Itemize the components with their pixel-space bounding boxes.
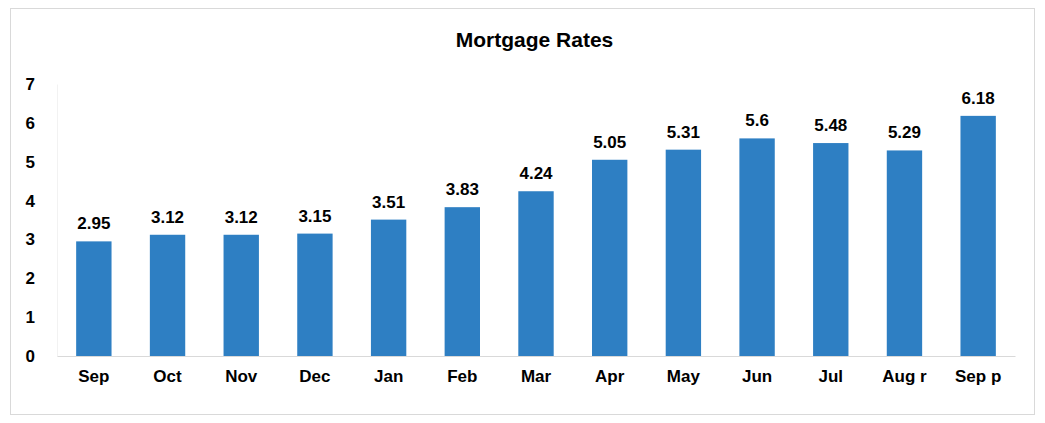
y-tick: 0 bbox=[26, 347, 57, 366]
x-tick-label: Feb bbox=[447, 367, 477, 386]
x-axis-line bbox=[58, 356, 1016, 357]
x-axis: Sep Oct Nov Dec Jan Feb Mar Apr May Jun Jul Aug r Se… bbox=[58, 356, 1016, 386]
data-label: 4.24 bbox=[519, 164, 553, 183]
x-tick: Dec bbox=[299, 356, 330, 386]
y-tick-label: 7 bbox=[26, 75, 35, 94]
x-tick: Oct bbox=[153, 356, 182, 386]
y-tick-label: 1 bbox=[26, 308, 35, 327]
y-tick-label: 5 bbox=[26, 153, 35, 172]
x-tick: Jan bbox=[374, 356, 403, 386]
y-tick-label: 3 bbox=[26, 230, 35, 249]
bar bbox=[592, 160, 627, 356]
x-tick: Aug r bbox=[882, 356, 927, 386]
y-tick: 1 bbox=[26, 308, 57, 327]
x-tick: Nov bbox=[225, 356, 258, 386]
y-axis-line bbox=[57, 85, 58, 357]
bar bbox=[739, 138, 774, 356]
bar bbox=[813, 143, 848, 356]
x-tick: Feb bbox=[447, 356, 477, 386]
y-tick: 6 bbox=[26, 114, 57, 133]
y-tick: 5 bbox=[26, 153, 57, 172]
y-tick-label: 4 bbox=[26, 192, 36, 211]
y-tick: 3 bbox=[26, 230, 57, 249]
data-label: 3.51 bbox=[372, 193, 405, 212]
y-tick-label: 6 bbox=[26, 114, 35, 133]
bar bbox=[150, 235, 185, 356]
x-tick: May bbox=[667, 356, 701, 386]
bar bbox=[960, 116, 995, 356]
chart-title: Mortgage Rates bbox=[456, 28, 614, 51]
x-tick-label: Sep p bbox=[955, 367, 1001, 386]
x-tick-label: May bbox=[667, 367, 701, 386]
bar bbox=[76, 241, 111, 356]
bars bbox=[76, 116, 996, 356]
x-tick-label: Jan bbox=[374, 367, 403, 386]
data-label: 3.83 bbox=[446, 180, 479, 199]
x-tick-label: Nov bbox=[225, 367, 258, 386]
bar bbox=[297, 234, 332, 356]
data-label: 3.12 bbox=[151, 208, 184, 227]
y-tick-label: 0 bbox=[26, 347, 35, 366]
x-tick-label: Mar bbox=[521, 367, 552, 386]
x-tick: Sep bbox=[78, 356, 109, 386]
bar bbox=[371, 220, 406, 356]
x-tick-label: Sep bbox=[78, 367, 109, 386]
bar bbox=[224, 235, 259, 356]
y-axis: 0 1 2 3 4 5 6 7 bbox=[26, 75, 58, 366]
data-label: 5.31 bbox=[667, 123, 700, 142]
y-tick-label: 2 bbox=[26, 269, 35, 288]
x-tick-label: Oct bbox=[153, 367, 182, 386]
x-tick-label: Dec bbox=[299, 367, 330, 386]
bar bbox=[518, 191, 553, 356]
x-tick-label: Aug r bbox=[882, 367, 927, 386]
data-label: 5.05 bbox=[593, 133, 626, 152]
x-tick: Sep p bbox=[955, 356, 1001, 386]
x-tick-label: Apr bbox=[595, 367, 625, 386]
data-label: 5.48 bbox=[814, 116, 847, 135]
data-label: 2.95 bbox=[77, 214, 110, 233]
y-tick: 7 bbox=[26, 75, 57, 94]
x-tick: Mar bbox=[521, 356, 552, 386]
bar bbox=[445, 207, 480, 356]
y-tick: 4 bbox=[26, 192, 57, 211]
data-labels: 2.95 3.12 3.12 3.15 3.51 3.83 4.24 5.05 5.31 5.6 5… bbox=[77, 89, 994, 234]
data-label: 6.18 bbox=[962, 89, 995, 108]
x-tick: Apr bbox=[595, 356, 625, 386]
plot: 0 1 2 3 4 5 6 7 Sep Oct Nov Dec Jan Feb Mar Apr May Jun Ju… bbox=[26, 75, 1016, 386]
x-tick: Jul bbox=[818, 356, 843, 386]
bar bbox=[666, 150, 701, 356]
data-label: 3.12 bbox=[225, 208, 258, 227]
bar bbox=[887, 150, 922, 356]
chart: Mortgage Rates 0 1 2 3 4 5 6 7 Sep Oct Nov Dec Jan Feb… bbox=[0, 0, 1045, 423]
data-label: 3.15 bbox=[298, 207, 331, 226]
x-tick: Jun bbox=[742, 356, 772, 386]
x-tick-label: Jun bbox=[742, 367, 772, 386]
chart-frame bbox=[11, 9, 1035, 415]
x-tick-label: Jul bbox=[818, 367, 843, 386]
y-tick: 2 bbox=[26, 269, 57, 288]
data-label: 5.29 bbox=[888, 123, 921, 142]
data-label: 5.6 bbox=[745, 111, 769, 130]
